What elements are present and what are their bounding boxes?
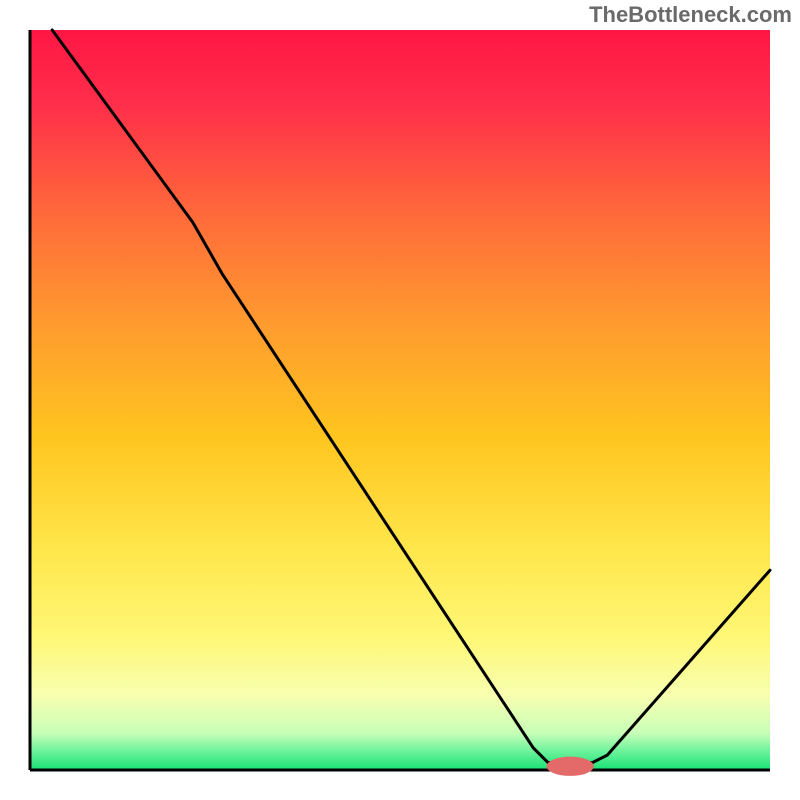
bottleneck-chart: TheBottleneck.com — [0, 0, 800, 800]
plot-background — [30, 30, 770, 770]
optimal-marker — [547, 757, 594, 776]
watermark-text: TheBottleneck.com — [589, 2, 792, 28]
chart-svg — [0, 0, 800, 800]
